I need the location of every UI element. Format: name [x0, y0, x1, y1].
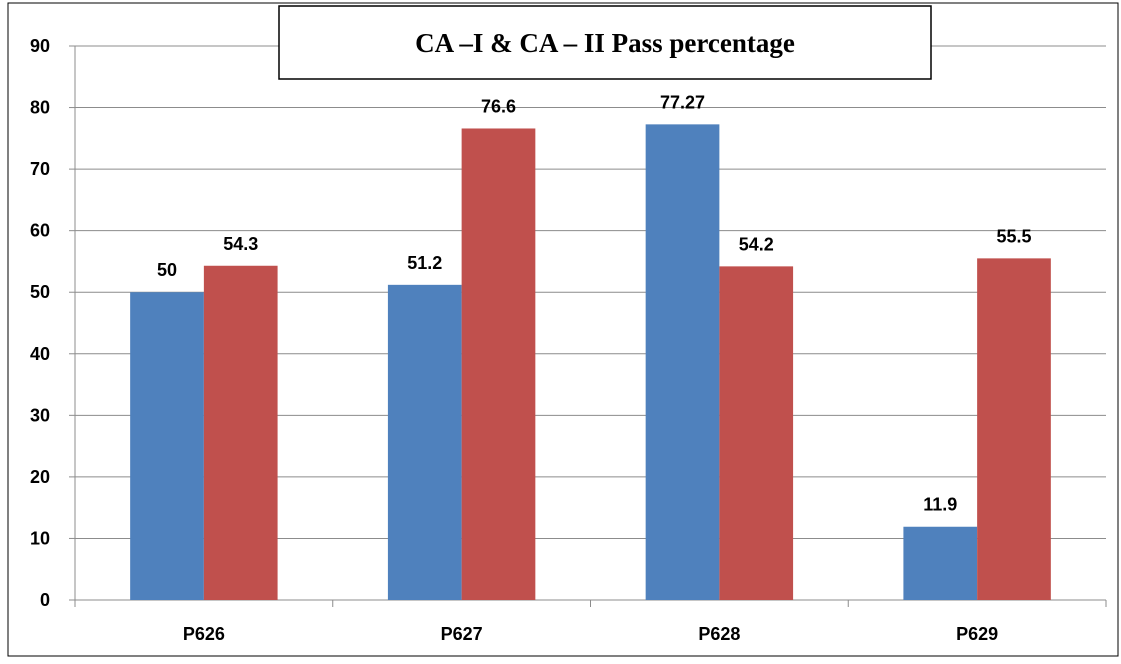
- x-tick-label-p626: P626: [183, 624, 225, 644]
- x-tick-label-p629: P629: [956, 624, 998, 644]
- labels: 0 10 20 30 40 50 60 70 80 90 P626 50 54.3 P627 51.2 76.…: [30, 36, 1032, 644]
- y-tick-label-7: 70: [30, 159, 50, 179]
- bar-s2-p629: [977, 258, 1051, 600]
- data-label-s2-p628: 54.2: [739, 234, 774, 254]
- data-label-s2-p627: 76.6: [481, 96, 516, 116]
- y-tick-label-9: 90: [30, 36, 50, 56]
- y-tick-label-6: 60: [30, 221, 50, 241]
- data-label-s1-p626: 50: [157, 260, 177, 280]
- y-tick-label-2: 20: [30, 467, 50, 487]
- y-tick-label-5: 50: [30, 282, 50, 302]
- bar-s2-p626: [203, 265, 278, 600]
- bars: [130, 124, 1051, 601]
- data-label-s2-p629: 55.5: [996, 226, 1031, 246]
- bar-s1-p629: [903, 526, 978, 600]
- data-label-s1-p627: 51.2: [407, 253, 442, 273]
- bar-s2-p628: [719, 266, 794, 600]
- y-tick-label-4: 40: [30, 344, 50, 364]
- y-tick-label-1: 10: [30, 528, 50, 548]
- y-tick-label-3: 30: [30, 405, 50, 425]
- y-tick-label-8: 80: [30, 98, 50, 118]
- chart-title: CA –I & CA – II Pass percentage: [415, 28, 795, 58]
- data-label-s1-p628: 77.27: [660, 92, 705, 112]
- x-tick-label-p627: P627: [441, 624, 483, 644]
- bar-s1-p626: [130, 292, 204, 600]
- bar-s1-p627: [387, 284, 462, 600]
- data-label-s1-p629: 11.9: [923, 495, 957, 515]
- chart-title-box: CA –I & CA – II Pass percentage: [278, 5, 932, 80]
- bar-s1-p628: [645, 124, 720, 600]
- data-label-s2-p626: 54.3: [223, 234, 258, 254]
- y-tick-label-0: 0: [40, 590, 50, 610]
- x-tick-label-p628: P628: [698, 624, 740, 644]
- bar-s2-p627: [461, 128, 536, 601]
